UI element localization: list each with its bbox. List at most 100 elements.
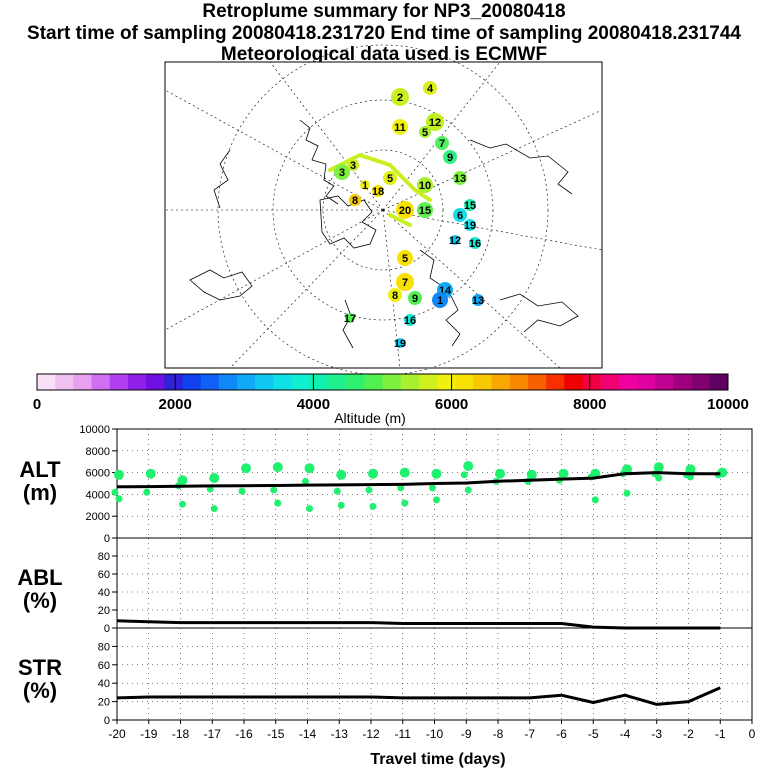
colorbar-cell bbox=[400, 374, 420, 390]
x-tick-label: -2 bbox=[683, 727, 694, 741]
map-day-label: 19 bbox=[464, 220, 476, 232]
colorbar-cell bbox=[237, 374, 256, 390]
colorbar-cell bbox=[291, 374, 311, 390]
altitude-cluster-point bbox=[495, 468, 505, 479]
series-line-alt bbox=[116, 471, 721, 489]
altitude-cluster-point bbox=[369, 502, 377, 510]
colorbar-cell bbox=[91, 374, 111, 390]
map-trajectory-point bbox=[464, 219, 476, 231]
y-tick-label: 0 bbox=[104, 623, 110, 635]
map-trajectory-point bbox=[396, 201, 414, 219]
y-tick-label: 20 bbox=[98, 697, 110, 709]
y-tick-label: 80 bbox=[98, 641, 110, 653]
colorbar-cell bbox=[509, 374, 529, 390]
str-label: STR bbox=[18, 655, 62, 680]
map-day-label: 6 bbox=[457, 210, 463, 222]
colorbar-cell bbox=[346, 374, 365, 390]
series-line-str bbox=[116, 686, 721, 706]
colorbar-cell bbox=[327, 374, 347, 390]
colorbar-cell bbox=[527, 374, 547, 390]
map-trajectory-point bbox=[469, 237, 481, 249]
colorbar-cell bbox=[309, 374, 329, 390]
map-trajectory-point bbox=[453, 171, 467, 185]
map-day-label: 5 bbox=[387, 173, 393, 185]
map-day-label: 5 bbox=[422, 127, 428, 139]
colorbar-cell bbox=[200, 374, 220, 390]
colorbar-cell bbox=[182, 374, 202, 390]
map-day-label: 1 bbox=[362, 180, 368, 192]
panel-alt: 0 2000 4000 6000 8000 10000 bbox=[79, 424, 753, 545]
colorbar-cell bbox=[691, 374, 711, 390]
colorbar-cell bbox=[37, 374, 56, 390]
colorbar-cell bbox=[582, 374, 602, 390]
altitude-cluster-point bbox=[333, 487, 341, 495]
altitude-cluster-point bbox=[687, 473, 694, 481]
map-trajectory-point bbox=[404, 314, 416, 326]
altitude-cluster-point bbox=[365, 486, 373, 494]
alt-unit: (m) bbox=[23, 480, 57, 505]
y-tick-label: 0 bbox=[104, 533, 110, 545]
map-trajectory-point bbox=[464, 199, 476, 211]
map-day-label: 16 bbox=[404, 315, 416, 327]
map-day-label: 8 bbox=[352, 195, 358, 207]
map-day-label: 8 bbox=[392, 290, 398, 302]
map-day-label: 12 bbox=[429, 117, 441, 129]
map-trajectory-point bbox=[391, 88, 409, 106]
map-trajectory-point bbox=[345, 313, 355, 323]
altitude-cluster-point bbox=[238, 487, 246, 495]
map-day-label: 20 bbox=[399, 205, 411, 217]
map-trajectory-point bbox=[360, 180, 370, 190]
altitude-cluster-point bbox=[397, 484, 405, 492]
colorbar-cell bbox=[382, 374, 402, 390]
altitude-cluster-point bbox=[558, 468, 569, 479]
altitude-cluster-point bbox=[114, 469, 124, 480]
colorbar-cell bbox=[146, 374, 165, 390]
map-trajectory-point bbox=[396, 273, 414, 291]
colorbar-cell bbox=[473, 374, 493, 390]
altitude-cluster-point bbox=[143, 488, 151, 496]
panel-abl: 0 20 40 60 80 bbox=[98, 537, 753, 635]
map-trajectory-point bbox=[347, 159, 359, 171]
colorbar-cell bbox=[255, 374, 274, 390]
altitude-cluster-point bbox=[460, 471, 468, 479]
x-tick-label: -8 bbox=[493, 727, 504, 741]
y-tick-label: 40 bbox=[98, 678, 110, 690]
altitude-cluster-point bbox=[526, 469, 537, 480]
x-tick-label: -11 bbox=[395, 727, 412, 741]
x-tick-label: -13 bbox=[331, 727, 349, 741]
map-trajectory-point bbox=[417, 202, 433, 218]
map-trajectory-point bbox=[453, 208, 467, 222]
x-tick-label: -17 bbox=[204, 727, 222, 741]
map-day-label: 18 bbox=[372, 186, 384, 198]
x-tick-label: -9 bbox=[461, 727, 472, 741]
colorbar-cell bbox=[546, 374, 565, 390]
colorbar-cell bbox=[655, 374, 674, 390]
colorbar-tick-label: 2000 bbox=[159, 396, 192, 413]
map-trajectory-point bbox=[417, 177, 433, 193]
colorbar-cell bbox=[564, 374, 584, 390]
altitude-cluster-point bbox=[368, 468, 378, 479]
y-tick-label: 2000 bbox=[86, 511, 110, 523]
chart-title: Retroplume summary for NP3_20080418 bbox=[202, 1, 566, 22]
map-trajectory-point bbox=[408, 291, 422, 305]
y-tick-label: 10000 bbox=[79, 424, 110, 436]
sampling-times: Start time of sampling 20080418.231720 E… bbox=[27, 23, 741, 44]
x-tick-label: -1 bbox=[715, 727, 726, 741]
colorbar-cell bbox=[364, 374, 383, 390]
altitude-cluster-point bbox=[623, 489, 631, 497]
map-day-label: 2 bbox=[397, 92, 403, 104]
colorbar-cell bbox=[164, 374, 183, 390]
y-tick-label: 4000 bbox=[86, 489, 110, 501]
map-trajectory-point bbox=[334, 164, 350, 180]
map-trajectory-point bbox=[450, 235, 460, 245]
map-trajectory-point bbox=[397, 250, 413, 266]
map-day-label: 5 bbox=[402, 253, 408, 265]
map-trajectory-point bbox=[392, 119, 408, 135]
altitude-cluster-point bbox=[111, 488, 119, 496]
map-day-label: 15 bbox=[419, 205, 431, 217]
y-tick-label: 20 bbox=[98, 605, 110, 617]
x-tick-label: -15 bbox=[267, 727, 285, 741]
altitude-cluster-point bbox=[336, 469, 347, 480]
coastlines bbox=[189, 119, 579, 349]
